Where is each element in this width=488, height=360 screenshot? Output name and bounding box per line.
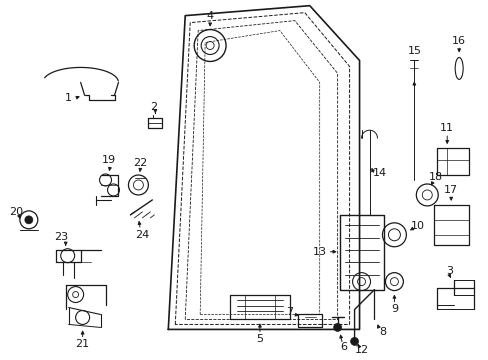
Text: 23: 23 bbox=[54, 232, 68, 242]
Text: 7: 7 bbox=[285, 307, 293, 318]
Text: 16: 16 bbox=[451, 36, 465, 46]
Text: 21: 21 bbox=[76, 339, 89, 349]
Text: 3: 3 bbox=[445, 266, 452, 276]
Circle shape bbox=[350, 337, 358, 345]
Text: 12: 12 bbox=[354, 345, 368, 355]
Text: 6: 6 bbox=[340, 342, 346, 352]
Text: 24: 24 bbox=[135, 230, 149, 240]
Text: 10: 10 bbox=[409, 221, 424, 231]
Text: 14: 14 bbox=[372, 168, 386, 178]
Text: 13: 13 bbox=[312, 247, 326, 257]
Text: 18: 18 bbox=[428, 172, 443, 182]
Text: 8: 8 bbox=[378, 327, 385, 337]
Circle shape bbox=[25, 216, 33, 224]
Text: 2: 2 bbox=[149, 102, 157, 112]
Text: 17: 17 bbox=[443, 185, 457, 195]
Text: 9: 9 bbox=[390, 305, 397, 315]
Text: 15: 15 bbox=[407, 45, 421, 55]
Text: 1: 1 bbox=[65, 93, 72, 103]
Text: 22: 22 bbox=[133, 158, 147, 168]
Text: 11: 11 bbox=[439, 123, 453, 133]
Text: 20: 20 bbox=[9, 207, 23, 217]
Text: 4: 4 bbox=[206, 11, 213, 21]
Text: 5: 5 bbox=[256, 334, 263, 345]
Circle shape bbox=[333, 323, 341, 332]
Text: 19: 19 bbox=[101, 155, 115, 165]
